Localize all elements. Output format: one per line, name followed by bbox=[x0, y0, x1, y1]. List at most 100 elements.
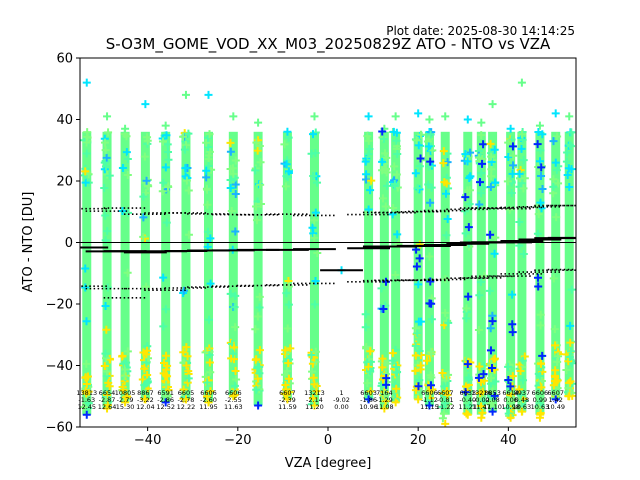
data-point bbox=[538, 184, 547, 193]
data-point bbox=[392, 384, 401, 393]
data-point bbox=[379, 304, 388, 313]
data-point bbox=[487, 374, 496, 383]
data-point bbox=[121, 124, 130, 133]
data-point bbox=[477, 378, 486, 387]
data-point bbox=[489, 355, 498, 364]
data-point bbox=[553, 132, 562, 141]
data-point bbox=[534, 128, 543, 137]
data-point bbox=[104, 128, 113, 137]
data-point bbox=[255, 292, 264, 301]
data-point bbox=[366, 186, 375, 195]
data-point bbox=[141, 395, 150, 404]
scatter-band bbox=[161, 131, 171, 403]
data-point bbox=[383, 359, 392, 368]
data-point bbox=[203, 185, 212, 194]
scatter-column bbox=[138, 100, 153, 404]
scatter-band bbox=[204, 131, 214, 403]
data-point bbox=[463, 410, 472, 419]
data-point bbox=[427, 315, 436, 324]
data-point bbox=[426, 277, 435, 286]
data-point bbox=[517, 179, 526, 188]
data-point bbox=[100, 361, 109, 370]
data-point bbox=[537, 383, 546, 392]
bin-mean-label: -2.86 bbox=[157, 396, 174, 404]
data-point bbox=[226, 147, 235, 156]
bin-sd-label: 10.63 bbox=[531, 403, 550, 411]
data-point bbox=[508, 372, 517, 381]
data-point bbox=[463, 186, 472, 195]
scatter-column bbox=[201, 90, 216, 407]
data-point bbox=[491, 377, 500, 386]
data-point bbox=[205, 151, 214, 160]
data-point bbox=[184, 367, 193, 376]
data-point bbox=[311, 277, 320, 286]
data-point bbox=[284, 359, 293, 368]
data-point bbox=[474, 373, 483, 382]
data-point bbox=[283, 395, 292, 404]
data-point bbox=[310, 401, 319, 410]
data-point bbox=[202, 392, 211, 401]
data-point bbox=[204, 162, 213, 171]
data-point bbox=[536, 198, 545, 207]
data-point bbox=[444, 184, 453, 193]
data-point bbox=[478, 408, 487, 417]
data-point bbox=[549, 381, 558, 390]
data-point bbox=[182, 343, 191, 352]
data-point bbox=[122, 358, 131, 367]
bin-count-label: 1 bbox=[339, 389, 343, 397]
bin-sd-label: 11.15 bbox=[420, 403, 439, 411]
data-point bbox=[551, 395, 560, 404]
data-point bbox=[507, 178, 516, 187]
data-point bbox=[123, 208, 132, 217]
data-point bbox=[313, 248, 322, 257]
data-point bbox=[179, 385, 188, 394]
data-point bbox=[476, 389, 485, 398]
data-point bbox=[520, 352, 529, 361]
data-point bbox=[515, 385, 524, 394]
data-point bbox=[461, 229, 470, 238]
data-point bbox=[551, 341, 560, 350]
data-point bbox=[311, 208, 320, 217]
data-point bbox=[140, 364, 149, 373]
data-point bbox=[377, 284, 386, 293]
data-point bbox=[535, 121, 544, 130]
data-point bbox=[487, 172, 496, 181]
scatter-band bbox=[391, 131, 401, 403]
data-point bbox=[565, 140, 574, 149]
data-point bbox=[164, 182, 173, 191]
data-point bbox=[567, 142, 576, 151]
scatter-column bbox=[361, 112, 376, 404]
data-point bbox=[310, 112, 319, 121]
bin-mean-label: -9.02 bbox=[333, 396, 350, 404]
data-point bbox=[565, 112, 574, 121]
data-point bbox=[81, 178, 90, 187]
data-point bbox=[380, 404, 389, 413]
data-point bbox=[554, 179, 563, 188]
data-point bbox=[311, 149, 320, 158]
data-point bbox=[552, 376, 561, 385]
data-point bbox=[411, 341, 420, 350]
scatter-band bbox=[463, 131, 473, 415]
scatter-band bbox=[364, 131, 374, 400]
data-point bbox=[103, 227, 112, 236]
data-point bbox=[364, 395, 373, 404]
data-point bbox=[517, 144, 526, 153]
data-point bbox=[184, 129, 193, 138]
x-axis-label: VZA [degree] bbox=[285, 456, 372, 471]
data-point bbox=[142, 350, 151, 359]
data-point bbox=[462, 304, 471, 313]
data-point bbox=[465, 401, 474, 410]
data-point bbox=[411, 324, 420, 333]
data-point bbox=[490, 145, 499, 154]
data-point bbox=[549, 274, 558, 283]
data-point bbox=[552, 213, 561, 222]
y-tick-label: 40 bbox=[56, 113, 73, 128]
data-point bbox=[516, 367, 525, 376]
data-point bbox=[252, 216, 261, 225]
data-point bbox=[119, 386, 128, 395]
data-point bbox=[479, 397, 488, 406]
data-point bbox=[535, 371, 544, 380]
data-point bbox=[549, 137, 558, 146]
data-point bbox=[533, 229, 542, 238]
data-point bbox=[390, 182, 399, 191]
